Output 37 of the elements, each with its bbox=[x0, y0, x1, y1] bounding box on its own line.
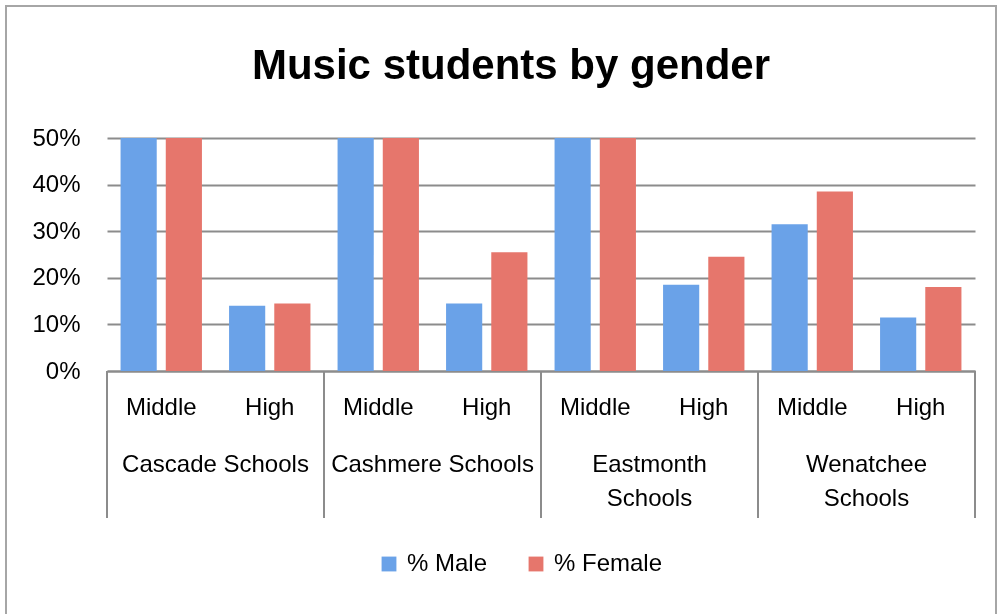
bar bbox=[663, 284, 700, 371]
bar bbox=[120, 138, 157, 371]
legend-label: % Male bbox=[407, 549, 488, 576]
bar bbox=[599, 138, 636, 371]
y-tick-label: 50% bbox=[32, 123, 81, 151]
x-tick-label: Middle bbox=[125, 392, 197, 420]
chart-title: Music students by gender bbox=[251, 41, 771, 88]
text: Eastmonth Schools bbox=[592, 450, 707, 511]
y-tick-label: 40% bbox=[32, 170, 81, 198]
bar bbox=[880, 317, 917, 371]
bar bbox=[274, 303, 311, 371]
x-tick-label: High bbox=[462, 392, 512, 420]
y-tick-label: 10% bbox=[32, 309, 81, 337]
bar bbox=[491, 252, 528, 371]
bar bbox=[816, 191, 853, 371]
bar bbox=[554, 138, 591, 371]
bar bbox=[708, 256, 745, 371]
bar bbox=[925, 287, 962, 371]
y-tick-label: 0% bbox=[45, 356, 81, 384]
bar bbox=[165, 138, 202, 371]
bar bbox=[382, 138, 419, 371]
y-tick-label: 30% bbox=[32, 216, 81, 244]
y-tick-label: 20% bbox=[32, 263, 81, 291]
text: Cascade Schools bbox=[122, 450, 309, 477]
text: Cashmere Schools bbox=[331, 450, 534, 477]
x-tick-label: Middle bbox=[559, 392, 631, 420]
text: Wenatchee Schools bbox=[806, 450, 927, 511]
x-tick-label: Middle bbox=[776, 392, 848, 420]
bar bbox=[446, 303, 483, 371]
x-tick-label: Middle bbox=[342, 392, 414, 420]
bar bbox=[771, 224, 808, 371]
x-tick-label: High bbox=[679, 392, 729, 420]
x-tick-label: High bbox=[896, 392, 946, 420]
legend-label: % Female bbox=[554, 549, 663, 576]
bar bbox=[337, 138, 374, 371]
bar bbox=[229, 305, 266, 371]
x-tick-label: High bbox=[245, 392, 295, 420]
